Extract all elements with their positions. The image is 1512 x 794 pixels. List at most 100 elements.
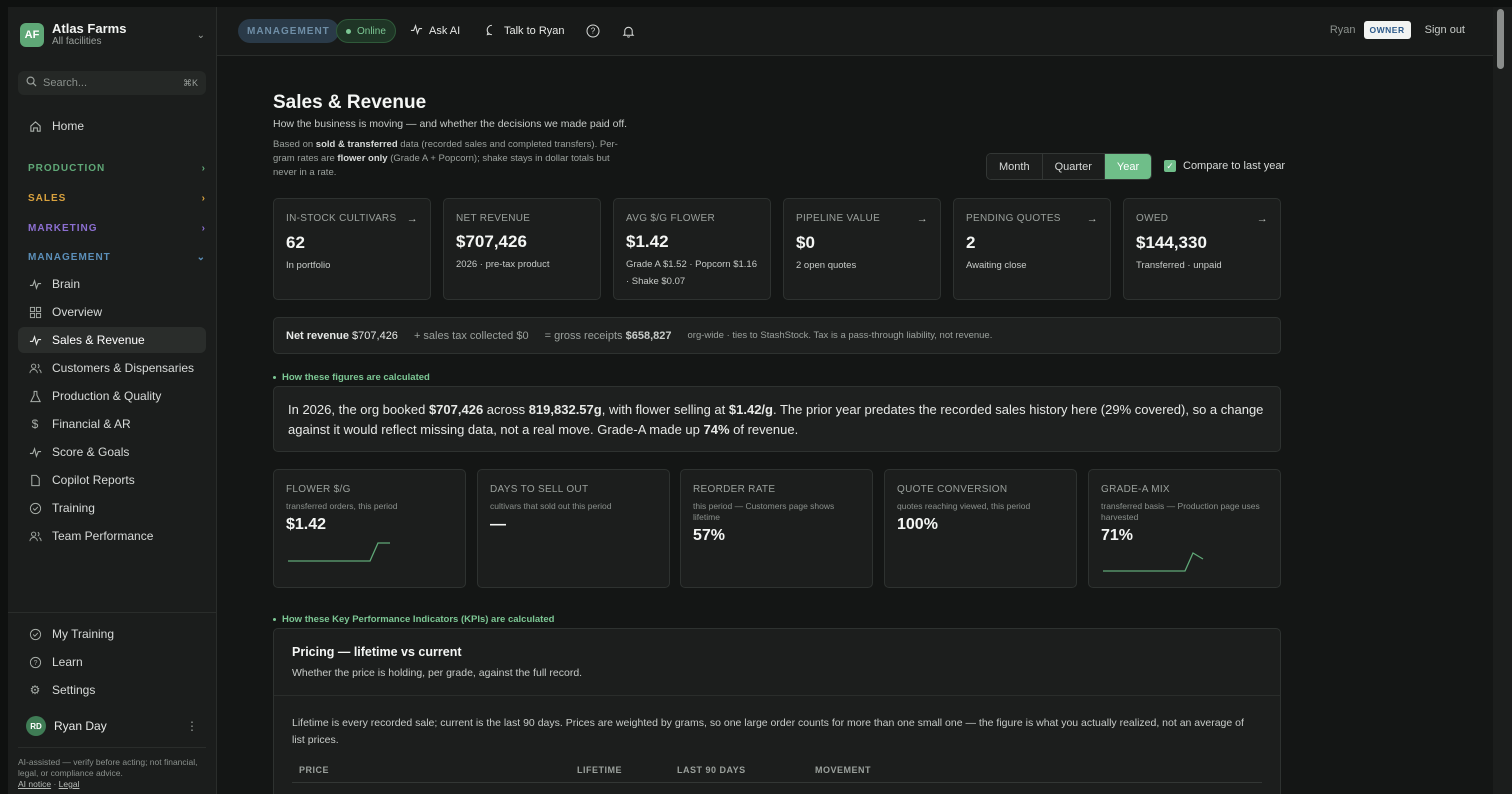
role-badge: OWNER — [1363, 21, 1411, 39]
arrow-right-icon: → — [406, 213, 418, 225]
sidebar-item-sales-revenue[interactable]: Sales & Revenue — [18, 327, 206, 353]
ask-ai-button[interactable]: Ask AI — [410, 19, 460, 43]
period-selector: Month Quarter Year — [986, 153, 1153, 180]
page-subtitle: How the business is moving — and whether… — [273, 118, 628, 130]
data-basis-note: Based on sold & transferred data (record… — [273, 139, 618, 178]
sidebar-item-team-performance[interactable]: Team Performance — [18, 523, 206, 549]
check-circle-icon — [28, 501, 42, 515]
pricing-title: Pricing — lifetime vs current — [292, 645, 462, 659]
chevron-right-icon: › — [201, 192, 206, 204]
pricing-explanation: Lifetime is every recorded sale; current… — [292, 717, 1244, 746]
brand-logo: AF — [20, 23, 44, 47]
user-name: Ryan Day — [54, 719, 107, 733]
brand-name: Atlas Farms — [52, 21, 127, 36]
search-input[interactable] — [43, 77, 177, 89]
sidebar-item-production-quality[interactable]: Production & Quality — [18, 383, 206, 409]
stat-card-in-stock[interactable]: IN-STOCK CULTIVARS → 62 In portfolio — [273, 198, 431, 300]
svg-text:?: ? — [591, 27, 596, 36]
stat-card-owed[interactable]: OWED → $144,330 Transferred · unpaid — [1123, 198, 1281, 300]
search-shortcut: ⌘K — [182, 77, 198, 88]
topbar: MANAGEMENT Online Ask AI Talk to Ryan ? … — [217, 7, 1493, 56]
section-management[interactable]: MANAGEMENT ⌄ — [28, 251, 206, 263]
stat-card-net-revenue: NET REVENUE $707,426 2026 · pre-tax produc… — [443, 198, 601, 300]
kpi-quote-conversion: QUOTE CONVERSION quotes reaching viewed, … — [884, 469, 1077, 588]
scrollbar[interactable] — [1493, 7, 1512, 794]
sparkline — [1103, 552, 1204, 572]
sidebar-item-label: Home — [52, 119, 85, 133]
column-header: LIFETIME — [577, 765, 622, 775]
stat-card-avg-price: AVG $/G FLOWER $1.42 Grade A $1.52 · Popco… — [613, 198, 771, 300]
scrollbar-thumb[interactable] — [1497, 9, 1504, 69]
sidebar-item-financial-ar[interactable]: $ Financial & AR — [18, 411, 206, 437]
users-icon — [28, 529, 42, 543]
more-vertical-icon[interactable]: ⋮ — [186, 719, 198, 733]
how-kpis-link[interactable]: How these Key Performance Indicators (KP… — [273, 614, 554, 625]
ai-notice-link[interactable]: AI notice — [18, 779, 52, 789]
arrow-right-icon: → — [916, 213, 928, 225]
status-badge: Online — [336, 19, 396, 43]
section-sales[interactable]: SALES › — [28, 192, 206, 204]
sidebar-item-overview[interactable]: Overview — [18, 299, 206, 325]
pricing-panel: Pricing — lifetime vs current Whether th… — [273, 628, 1281, 794]
arrow-right-icon: → — [1086, 213, 1098, 225]
kpi-flower-price: FLOWER $/G transferred orders, this perio… — [273, 469, 466, 588]
activity-icon — [410, 23, 423, 39]
search-box[interactable]: ⌘K — [18, 71, 206, 95]
sidebar-item-copilot-reports[interactable]: Copilot Reports — [18, 467, 206, 493]
sidebar-item-score-goals[interactable]: Score & Goals — [18, 439, 206, 465]
revenue-reconciliation: Net revenue $707,426 + sales tax collect… — [273, 317, 1281, 354]
period-quarter[interactable]: Quarter — [1042, 154, 1105, 179]
legal-link[interactable]: Legal — [58, 779, 80, 789]
sidebar-item-learn[interactable]: ? Learn — [18, 649, 206, 675]
kpi-reorder-rate: REORDER RATE this period — Customers page… — [680, 469, 873, 588]
pricing-subtitle: Whether the price is holding, per grade,… — [292, 667, 583, 679]
avatar: RD — [26, 716, 46, 736]
period-month[interactable]: Month — [987, 154, 1043, 179]
stat-card-pipeline[interactable]: PIPELINE VALUE → $0 2 open quotes — [783, 198, 941, 300]
period-year[interactable]: Year — [1104, 154, 1152, 179]
help-circle-icon: ? — [28, 655, 42, 669]
org-switcher[interactable]: AF Atlas Farms All facilities ⌄ — [20, 22, 205, 48]
grid-icon — [28, 305, 42, 319]
sidebar-item-home[interactable]: Home — [18, 113, 206, 139]
chevron-down-icon: ⌄ — [196, 29, 205, 41]
sidebar-item-settings[interactable]: ⚙ Settings — [29, 683, 96, 697]
stat-card-pending-quotes[interactable]: PENDING QUOTES → 2 Awaiting close — [953, 198, 1111, 300]
chevron-down-icon: ⌄ — [196, 251, 206, 263]
dollar-icon: $ — [31, 417, 39, 431]
mode-pill[interactable]: MANAGEMENT — [238, 19, 339, 43]
page-title: Sales & Revenue — [273, 92, 427, 113]
kpi-days-to-sell-out: DAYS TO SELL OUT cultivars that sold out … — [477, 469, 670, 588]
column-header: MOVEMENT — [815, 765, 872, 775]
svg-text:?: ? — [33, 659, 37, 666]
current-user: Ryan — [1329, 24, 1356, 36]
chevron-right-icon: › — [201, 162, 206, 174]
user-menu[interactable]: RD Ryan Day ⋮ — [18, 713, 206, 739]
arrow-right-icon: → — [1256, 213, 1268, 225]
sign-out-button[interactable]: Sign out — [1424, 24, 1465, 36]
help-icon[interactable]: ? — [586, 19, 600, 43]
sidebar-item-brain[interactable]: Brain — [18, 271, 206, 297]
column-header: LAST 90 DAYS — [677, 765, 746, 775]
how-figures-link[interactable]: How these figures are calculated — [273, 372, 430, 383]
sidebar: AF Atlas Farms All facilities ⌄ ⌘K Home … — [8, 7, 217, 794]
activity-icon — [28, 277, 42, 291]
section-production[interactable]: PRODUCTION › — [28, 162, 206, 174]
chevron-right-icon: › — [201, 222, 206, 234]
sidebar-item-my-training[interactable]: My Training — [18, 621, 206, 647]
sidebar-item-customers[interactable]: Customers & Dispensaries — [18, 355, 206, 381]
file-icon — [28, 473, 42, 487]
sidebar-item-training[interactable]: Training — [18, 495, 206, 521]
section-marketing[interactable]: MARKETING › — [28, 222, 206, 234]
sparkline — [288, 542, 390, 562]
search-icon — [26, 74, 37, 92]
talk-to-button[interactable]: Talk to Ryan — [486, 19, 565, 43]
summary-paragraph: In 2026, the org booked $707,426 across … — [273, 386, 1281, 452]
kpi-grade-a-mix: GRADE-A MIX transferred basis — Productio… — [1088, 469, 1281, 588]
checkbox-checked-icon[interactable]: ✓ — [1164, 160, 1176, 172]
brand-sub: All facilities — [52, 36, 102, 47]
compare-toggle[interactable]: ✓ Compare to last year — [1164, 160, 1285, 172]
gear-icon: ⚙ — [29, 683, 41, 697]
home-icon — [28, 119, 42, 133]
bell-icon[interactable] — [622, 19, 635, 43]
